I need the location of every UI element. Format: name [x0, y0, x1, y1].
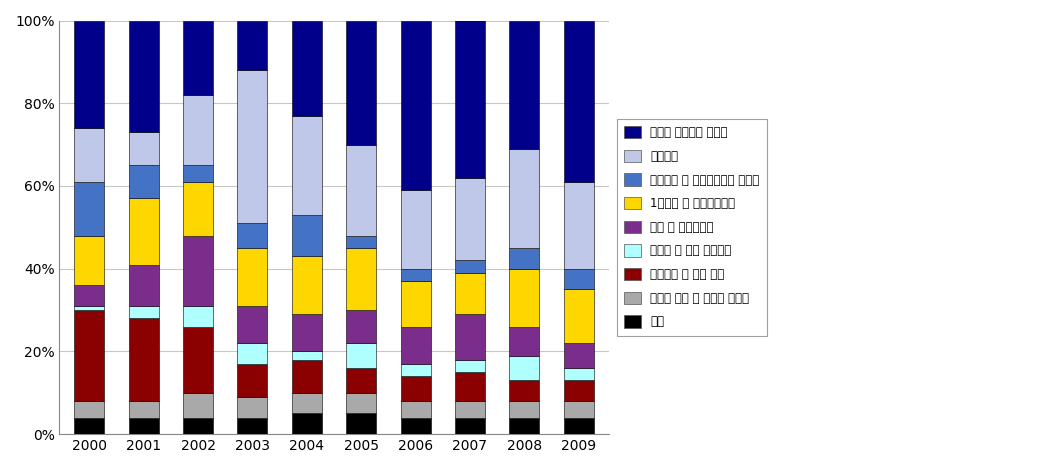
Bar	[237, 364, 267, 397]
Bar	[128, 165, 159, 198]
Bar	[401, 417, 430, 434]
Bar	[564, 401, 594, 417]
Bar	[401, 401, 430, 417]
Bar	[292, 314, 322, 351]
Bar	[237, 248, 267, 306]
Bar	[509, 380, 540, 401]
Bar	[455, 314, 484, 360]
Legend: 비금속 광물제품 제조업, 음식료품, 고무제품 및 플라스틱제품 제조업, 1차금속 및 금속가공제품, 화학 및 석유정제품, 자동차 및 기타 운송장비,: 비금속 광물제품 제조업, 음식료품, 고무제품 및 플라스틱제품 제조업, 1…	[617, 119, 766, 336]
Bar	[401, 376, 430, 401]
Bar	[74, 128, 104, 182]
Bar	[455, 372, 484, 401]
Bar	[237, 70, 267, 223]
Bar	[292, 215, 322, 256]
Bar	[74, 21, 104, 128]
Bar	[128, 198, 159, 264]
Bar	[509, 417, 540, 434]
Bar	[183, 165, 213, 182]
Bar	[292, 21, 322, 116]
Bar	[74, 310, 104, 401]
Bar	[74, 306, 104, 310]
Bar	[237, 21, 267, 70]
Bar	[347, 413, 376, 434]
Bar	[564, 269, 594, 289]
Bar	[347, 393, 376, 413]
Bar	[237, 223, 267, 248]
Bar	[128, 318, 159, 401]
Bar	[183, 417, 213, 434]
Bar	[347, 310, 376, 343]
Bar	[564, 343, 594, 368]
Bar	[564, 21, 594, 182]
Bar	[564, 368, 594, 380]
Bar	[74, 401, 104, 417]
Bar	[401, 21, 430, 190]
Bar	[292, 413, 322, 434]
Bar	[509, 356, 540, 380]
Bar	[455, 21, 484, 178]
Bar	[564, 182, 594, 269]
Bar	[455, 360, 484, 372]
Bar	[292, 116, 322, 215]
Bar	[347, 368, 376, 393]
Bar	[74, 235, 104, 285]
Bar	[183, 21, 213, 95]
Bar	[509, 149, 540, 248]
Bar	[509, 327, 540, 356]
Bar	[183, 235, 213, 306]
Bar	[292, 360, 322, 393]
Bar	[183, 182, 213, 235]
Bar	[292, 351, 322, 360]
Bar	[564, 417, 594, 434]
Bar	[401, 327, 430, 364]
Bar	[237, 397, 267, 417]
Bar	[347, 248, 376, 310]
Bar	[455, 260, 484, 273]
Bar	[347, 21, 376, 145]
Bar	[183, 95, 213, 165]
Bar	[564, 380, 594, 401]
Bar	[455, 417, 484, 434]
Bar	[292, 256, 322, 314]
Bar	[509, 248, 540, 269]
Bar	[401, 269, 430, 281]
Bar	[183, 306, 213, 327]
Bar	[128, 264, 159, 306]
Bar	[347, 343, 376, 368]
Bar	[74, 417, 104, 434]
Bar	[292, 393, 322, 413]
Bar	[401, 364, 430, 376]
Bar	[237, 417, 267, 434]
Bar	[128, 21, 159, 132]
Bar	[237, 343, 267, 364]
Bar	[128, 132, 159, 165]
Bar	[74, 285, 104, 306]
Bar	[183, 393, 213, 417]
Bar	[183, 327, 213, 393]
Bar	[347, 145, 376, 235]
Bar	[401, 190, 430, 269]
Bar	[347, 235, 376, 248]
Bar	[509, 269, 540, 327]
Bar	[455, 273, 484, 314]
Bar	[509, 401, 540, 417]
Bar	[564, 289, 594, 343]
Bar	[128, 417, 159, 434]
Bar	[128, 401, 159, 417]
Bar	[509, 21, 540, 149]
Bar	[455, 401, 484, 417]
Bar	[237, 306, 267, 343]
Bar	[401, 281, 430, 327]
Bar	[455, 178, 484, 260]
Bar	[74, 182, 104, 235]
Bar	[128, 306, 159, 318]
